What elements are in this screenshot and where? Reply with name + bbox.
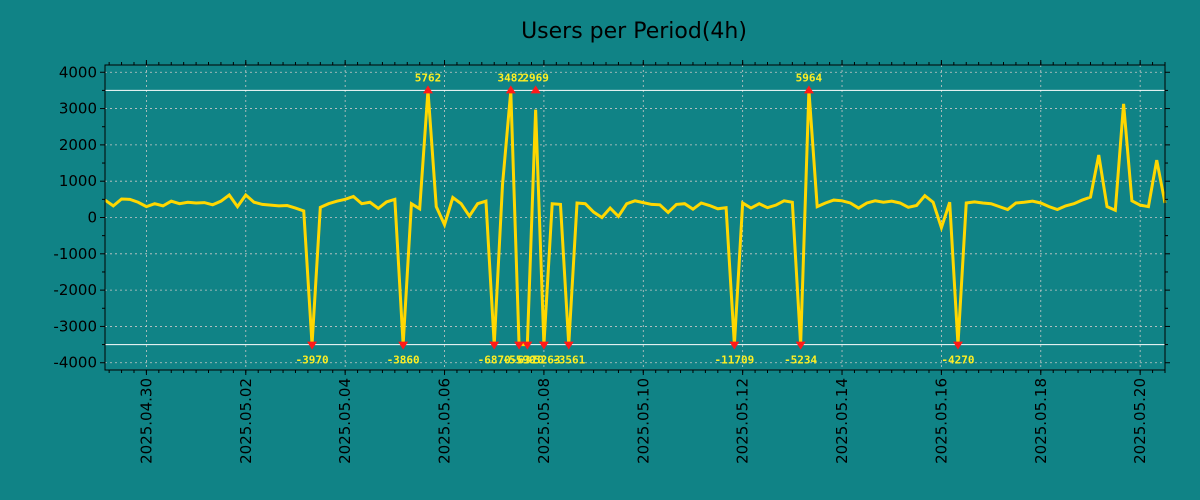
y-tick-label: 4000 [59,63,97,81]
peak-marker-down [307,341,318,350]
peak-value-label: -3860 [387,354,420,367]
peak-value-label: -5263 [527,354,560,367]
x-tick-label: 2025.05.02 [237,378,255,464]
peak-value-label: -5590 [503,354,536,367]
peak-marker-down [522,341,533,350]
series-layer [104,90,1167,347]
peak-marker-down [398,341,409,350]
x-tick-label: 2025.05.18 [1032,378,1050,464]
y-tick-label: 2000 [59,136,97,154]
x-tick-label: 2025.05.06 [436,378,454,464]
grid-layer [105,65,1165,370]
peak-value-label: 5964 [796,71,823,84]
peak-markers: -3970 -3860 5762 -6870 3482 -5590-6310 2969 -52… [295,71,974,366]
peak-marker-down [795,341,806,350]
series-line [104,90,1167,347]
chart-title: Users per Period(4h) [521,19,747,44]
peak-marker-down [729,341,740,350]
x-tick-label: 2025.05.16 [932,378,950,464]
peak-marker-down [514,341,525,350]
y-tick-label: 1000 [59,172,97,190]
y-tick-label: -1000 [53,245,97,263]
threshold-lines [105,89,1165,346]
peak-value-label: -3970 [295,354,328,367]
peak-marker-up [505,85,516,94]
peak-value-label: -5234 [784,354,817,367]
peak-marker-down [538,341,549,350]
peak-marker-down [952,341,963,350]
x-tick-label: 2025.05.10 [634,378,652,464]
y-tick-label: -2000 [53,281,97,299]
peak-value-label: 3482 [498,71,525,84]
x-tick-label: 2025.05.14 [833,378,851,464]
peak-marker-up [422,85,433,94]
peak-marker-down [489,341,500,350]
y-tick-label: -3000 [53,317,97,335]
x-tick-label: 2025.05.20 [1131,378,1149,464]
y-tick-label: 3000 [59,100,97,118]
peak-value-label: 5762 [415,71,442,84]
peak-value-label: -6870 [478,354,511,367]
y-tick-label: 0 [87,209,97,227]
axis-labels: 4000 3000 2000 1000 0 -1000 -2000 -3000 -4000 202… [53,60,1170,464]
x-tick-label: 2025.05.04 [336,378,354,464]
peak-value-label: -4270 [941,354,974,367]
peak-marker-down [563,341,574,350]
peak-value-label: 2969 [522,71,549,84]
x-tick-label: 2025.05.12 [734,378,752,464]
peak-marker-up [530,85,541,94]
x-tick-label: 2025.04.30 [137,378,155,464]
x-tick-label: 2025.05.08 [535,378,553,464]
peak-value-label: -3561 [552,354,585,367]
peak-marker-up [803,85,814,94]
peak-value-label: -11709 [715,354,755,367]
peak-value-label: -6310 [511,354,544,367]
y-tick-label: -4000 [53,354,97,372]
